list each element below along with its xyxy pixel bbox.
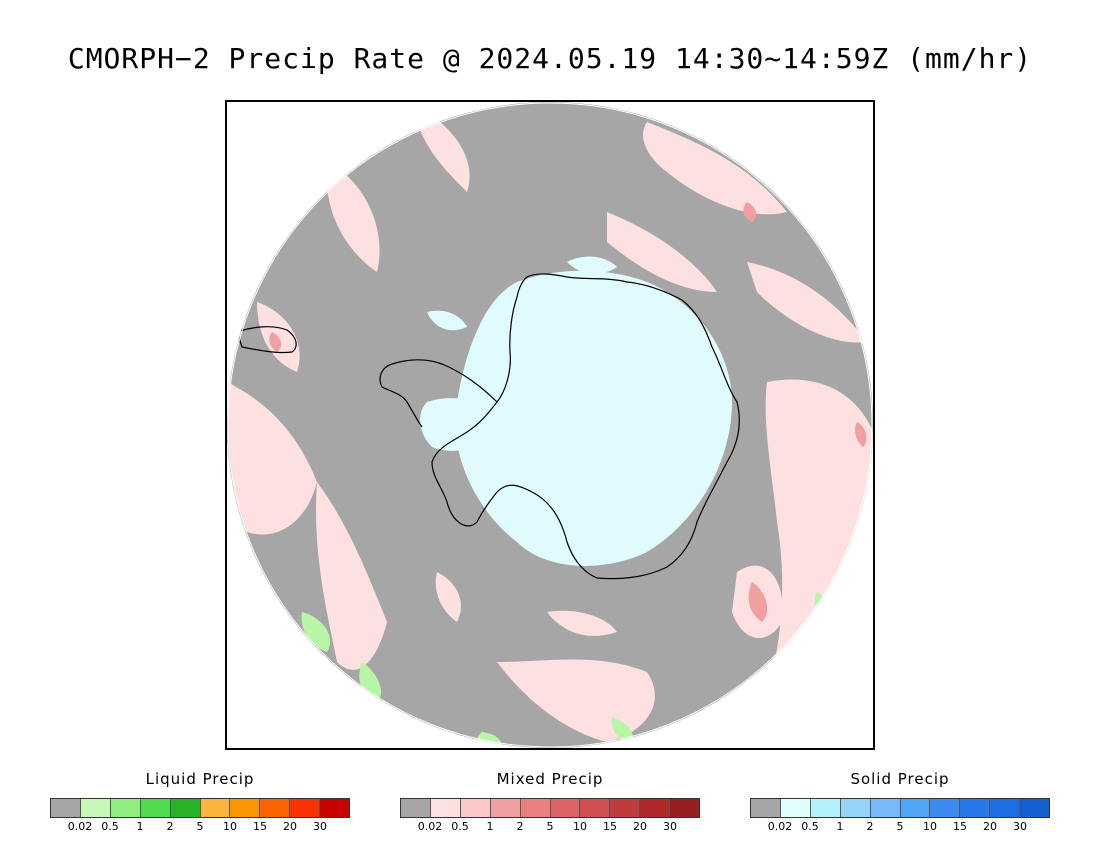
legend-swatch xyxy=(490,799,521,817)
legend-tick-label: 2 xyxy=(166,820,174,833)
legend-tick-label: 5 xyxy=(546,820,554,833)
legend-swatch xyxy=(401,799,431,817)
legend-tick-label: 0.02 xyxy=(417,820,443,833)
legend-title: Solid Precip xyxy=(850,770,950,788)
legend-swatch xyxy=(320,799,350,817)
legend-swatch xyxy=(900,799,931,817)
antarctica-coastline xyxy=(431,273,740,580)
mixed-precip-cores xyxy=(269,202,867,622)
legend-swatch xyxy=(51,799,81,817)
antarctic-peninsula xyxy=(379,359,498,428)
legend-swatch xyxy=(200,799,231,817)
legend-swatch xyxy=(110,799,141,817)
legend-swatch xyxy=(640,799,671,817)
legend-tick-label: 1 xyxy=(486,820,494,833)
mixed-precip-areas xyxy=(227,112,873,742)
polar-precip-map xyxy=(227,102,873,748)
solid-precip-legend: Solid Precip 0.02 0.5 1 2 5 10 15 20 30 xyxy=(750,770,1050,834)
legend-tick-label: 20 xyxy=(633,820,647,833)
legend-swatch xyxy=(80,799,111,817)
legend-tick-label: 15 xyxy=(953,820,967,833)
legend-swatch xyxy=(870,799,901,817)
legend-swatch xyxy=(610,799,641,817)
legend-title: Liquid Precip xyxy=(145,770,255,788)
legend-tick-label: 2 xyxy=(516,820,524,833)
legend-colorbar xyxy=(750,798,1050,818)
map-disk-edge xyxy=(227,102,873,748)
legend-tick-label: 0.02 xyxy=(767,820,793,833)
legend-tick-label: 2 xyxy=(866,820,874,833)
mixed-precip-legend: Mixed Precip 0.02 0.5 1 2 5 10 15 20 30 xyxy=(400,770,700,834)
legend-tick-label: 1 xyxy=(836,820,844,833)
legend-swatch xyxy=(230,799,261,817)
legend-ticks: 0.02 0.5 1 2 5 10 15 20 30 xyxy=(50,820,350,834)
legend-swatch xyxy=(170,799,201,817)
legend-tick-label: 0.5 xyxy=(101,820,119,833)
legend-swatch xyxy=(430,799,461,817)
legend-tick-label: 15 xyxy=(603,820,617,833)
legend-tick-label: 1 xyxy=(136,820,144,833)
legend-swatch xyxy=(290,799,321,817)
legend-tick-label: 5 xyxy=(896,820,904,833)
legend-swatch xyxy=(751,799,781,817)
legend-tick-label: 30 xyxy=(663,820,677,833)
legend-tick-label: 30 xyxy=(1013,820,1027,833)
legend-swatch xyxy=(990,799,1021,817)
legend-swatch xyxy=(960,799,991,817)
legend-swatch xyxy=(460,799,491,817)
legend-swatch xyxy=(520,799,551,817)
legend-swatch xyxy=(780,799,811,817)
legend-tick-label: 0.02 xyxy=(67,820,93,833)
legend-tick-label: 5 xyxy=(196,820,204,833)
legend-tick-label: 10 xyxy=(573,820,587,833)
liquid-precip-legend: Liquid Precip 0.02 0.5 1 2 5 10 15 20 30 xyxy=(50,770,350,834)
legend-ticks: 0.02 0.5 1 2 5 10 15 20 30 xyxy=(750,820,1050,834)
legend-tick-label: 10 xyxy=(223,820,237,833)
polar-map-frame xyxy=(225,100,875,750)
legend-swatch xyxy=(260,799,291,817)
legend-swatch xyxy=(580,799,611,817)
legend-tick-label: 0.5 xyxy=(801,820,819,833)
legend-swatch xyxy=(840,799,871,817)
legend-swatch xyxy=(140,799,171,817)
legend-colorbar xyxy=(400,798,700,818)
legend-colorbar xyxy=(50,798,350,818)
legend-swatch xyxy=(1020,799,1050,817)
legend-tick-label: 20 xyxy=(983,820,997,833)
south-america-coast xyxy=(236,326,297,354)
legend-tick-label: 30 xyxy=(313,820,327,833)
precip-field xyxy=(227,102,873,748)
legend-swatch xyxy=(930,799,961,817)
legend-swatch xyxy=(670,799,700,817)
legend-swatch xyxy=(550,799,581,817)
legend-tick-label: 0.5 xyxy=(451,820,469,833)
legend-ticks: 0.02 0.5 1 2 5 10 15 20 30 xyxy=(400,820,700,834)
legend-tick-label: 20 xyxy=(283,820,297,833)
legend-tick-label: 10 xyxy=(923,820,937,833)
map-title: CMORPH−2 Precip Rate @ 2024.05.19 14:30~… xyxy=(67,42,1033,75)
legend-title: Mixed Precip xyxy=(496,770,604,788)
legend-swatch xyxy=(810,799,841,817)
solid-precip-areas xyxy=(420,256,732,566)
legend-tick-label: 15 xyxy=(253,820,267,833)
